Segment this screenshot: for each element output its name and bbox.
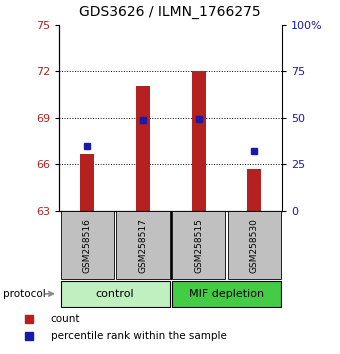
Bar <box>192 71 206 211</box>
FancyBboxPatch shape <box>61 211 114 279</box>
Text: count: count <box>51 314 80 324</box>
Text: GSM258516: GSM258516 <box>83 218 92 273</box>
Bar <box>248 169 261 211</box>
Text: control: control <box>96 289 135 299</box>
Text: GDS3626 / ILMN_1766275: GDS3626 / ILMN_1766275 <box>79 5 261 19</box>
Text: protocol: protocol <box>3 289 46 299</box>
Text: GSM258517: GSM258517 <box>138 218 148 273</box>
Text: percentile rank within the sample: percentile rank within the sample <box>51 331 226 341</box>
FancyBboxPatch shape <box>172 281 281 307</box>
FancyBboxPatch shape <box>172 211 225 279</box>
Text: GSM258530: GSM258530 <box>250 218 259 273</box>
Bar <box>80 154 94 211</box>
FancyBboxPatch shape <box>61 281 170 307</box>
Text: GSM258515: GSM258515 <box>194 218 203 273</box>
FancyBboxPatch shape <box>116 211 170 279</box>
FancyBboxPatch shape <box>228 211 281 279</box>
Bar <box>136 86 150 211</box>
Text: MIF depletion: MIF depletion <box>189 289 264 299</box>
